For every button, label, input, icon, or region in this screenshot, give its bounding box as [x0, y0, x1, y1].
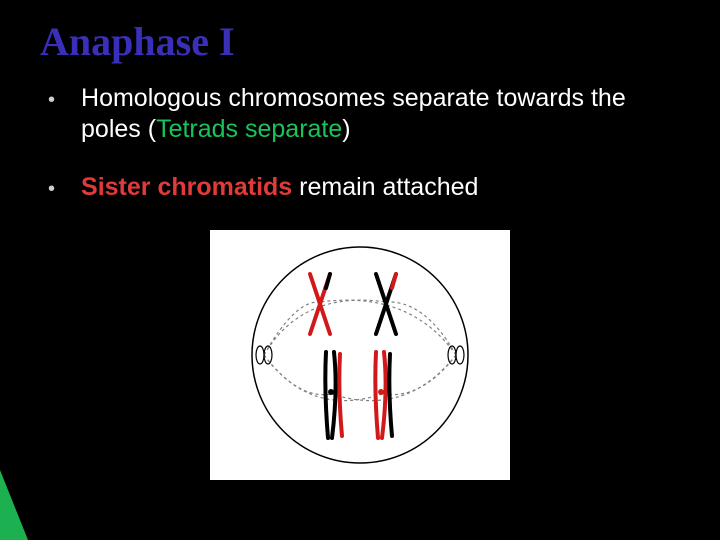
slide: Anaphase I • Homologous chromosomes sepa…	[0, 0, 720, 540]
bullet-list: • Homologous chromosomes separate toward…	[48, 83, 680, 204]
highlight-sister-chromatids: Sister chromatids	[81, 173, 292, 201]
bullet-icon: •	[48, 174, 55, 204]
text-post: remain attached	[292, 173, 478, 201]
chromosome-bottom-right	[375, 352, 392, 438]
bullet-icon: •	[48, 85, 55, 115]
list-item: • Sister chromatids remain attached	[48, 172, 680, 204]
slide-accent-icon	[0, 470, 28, 540]
cell-diagram-svg	[210, 230, 510, 480]
spindle-fibers	[264, 300, 456, 400]
bullet-text-2: Sister chromatids remain attached	[81, 172, 478, 203]
cell-membrane	[252, 247, 468, 463]
list-item: • Homologous chromosomes separate toward…	[48, 83, 680, 146]
chromosome-top-right	[376, 274, 396, 334]
chromosome-top-left	[310, 274, 330, 334]
highlight-tetrads: Tetrads separate	[156, 115, 342, 143]
bullet-text-1: Homologous chromosomes separate towards …	[81, 83, 680, 146]
anaphase-diagram	[210, 230, 510, 480]
page-title: Anaphase I	[40, 18, 720, 65]
text-post: )	[342, 115, 350, 143]
